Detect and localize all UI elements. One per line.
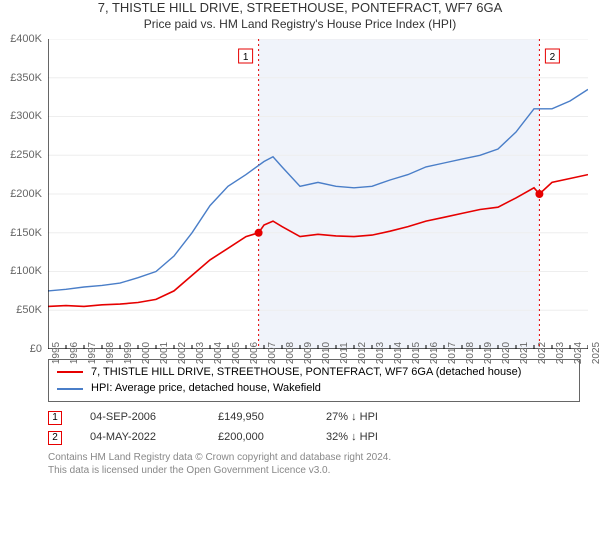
transaction-price: £149,950 xyxy=(218,408,298,428)
x-axis-tick: 2000 xyxy=(141,342,152,364)
transaction-delta: 27% ↓ HPI xyxy=(326,408,378,428)
legend-item: 7, THISTLE HILL DRIVE, STREETHOUSE, PONT… xyxy=(57,364,571,381)
x-axis-tick: 2002 xyxy=(177,342,188,364)
transaction-date: 04-SEP-2006 xyxy=(90,408,190,428)
x-axis-tick: 2025 xyxy=(591,342,600,364)
x-axis-tick: 2003 xyxy=(195,342,206,364)
legend-label: 7, THISTLE HILL DRIVE, STREETHOUSE, PONT… xyxy=(91,364,521,381)
price-chart: 12 xyxy=(48,39,588,349)
x-axis-tick: 2007 xyxy=(267,342,278,364)
x-axis-tick: 2016 xyxy=(429,342,440,364)
transaction-marker: 2 xyxy=(48,431,62,445)
x-axis-tick: 1997 xyxy=(87,342,98,364)
y-axis-tick: £100K xyxy=(10,265,42,277)
x-axis-tick: 1998 xyxy=(105,342,116,364)
x-axis-tick: 2008 xyxy=(285,342,296,364)
legend: 7, THISTLE HILL DRIVE, STREETHOUSE, PONT… xyxy=(48,359,580,402)
legend-label: HPI: Average price, detached house, Wake… xyxy=(91,380,321,397)
y-axis-tick: £400K xyxy=(10,33,42,45)
legend-swatch xyxy=(57,371,83,373)
x-axis-tick: 2001 xyxy=(159,342,170,364)
x-axis-tick: 2021 xyxy=(519,342,530,364)
x-axis-tick: 2022 xyxy=(537,342,548,364)
x-axis-tick: 2013 xyxy=(375,342,386,364)
svg-text:1: 1 xyxy=(243,52,249,63)
footnote: Contains HM Land Registry data © Crown c… xyxy=(48,451,580,477)
y-axis-tick: £50K xyxy=(16,304,42,316)
x-axis-tick: 2018 xyxy=(465,342,476,364)
x-axis-tick: 2015 xyxy=(411,342,422,364)
y-axis-tick: £200K xyxy=(10,188,42,200)
transaction-delta: 32% ↓ HPI xyxy=(326,428,378,448)
x-axis-tick: 2019 xyxy=(483,342,494,364)
x-axis-tick: 2004 xyxy=(213,342,224,364)
x-axis-tick: 2020 xyxy=(501,342,512,364)
transaction-marker: 1 xyxy=(48,411,62,425)
y-axis-tick: £0 xyxy=(30,343,42,355)
x-axis-tick: 2009 xyxy=(303,342,314,364)
footnote-line: This data is licensed under the Open Gov… xyxy=(48,464,580,477)
y-axis-tick: £150K xyxy=(10,227,42,239)
y-axis-tick: £250K xyxy=(10,149,42,161)
y-axis-tick: £350K xyxy=(10,72,42,84)
x-axis-tick: 2010 xyxy=(321,342,332,364)
transaction-date: 04-MAY-2022 xyxy=(90,428,190,448)
x-axis-tick: 1999 xyxy=(123,342,134,364)
x-axis-tick: 2014 xyxy=(393,342,404,364)
transaction-row: 1 04-SEP-2006 £149,950 27% ↓ HPI xyxy=(48,408,580,428)
legend-item: HPI: Average price, detached house, Wake… xyxy=(57,380,571,397)
legend-swatch xyxy=(57,388,83,390)
footnote-line: Contains HM Land Registry data © Crown c… xyxy=(48,451,580,464)
x-axis-tick: 2024 xyxy=(573,342,584,364)
y-axis-tick: £300K xyxy=(10,110,42,122)
x-axis-tick: 2006 xyxy=(249,342,260,364)
chart-area: 12 £0£50K£100K£150K£200K£250K£300K£350K£… xyxy=(48,39,588,349)
chart-title: 7, THISTLE HILL DRIVE, STREETHOUSE, PONT… xyxy=(0,0,600,17)
chart-subtitle: Price paid vs. HM Land Registry's House … xyxy=(0,17,600,31)
x-axis-tick: 2017 xyxy=(447,342,458,364)
x-axis-tick: 2023 xyxy=(555,342,566,364)
x-axis-tick: 2011 xyxy=(339,342,350,364)
transaction-table: 1 04-SEP-2006 £149,950 27% ↓ HPI 2 04-MAY-202… xyxy=(48,408,580,448)
x-axis-tick: 1995 xyxy=(51,342,62,364)
x-axis-tick: 1996 xyxy=(69,342,80,364)
x-axis-tick: 2005 xyxy=(231,342,242,364)
x-axis-tick: 2012 xyxy=(357,342,368,364)
svg-text:2: 2 xyxy=(550,52,556,63)
transaction-price: £200,000 xyxy=(218,428,298,448)
transaction-row: 2 04-MAY-2022 £200,000 32% ↓ HPI xyxy=(48,428,580,448)
